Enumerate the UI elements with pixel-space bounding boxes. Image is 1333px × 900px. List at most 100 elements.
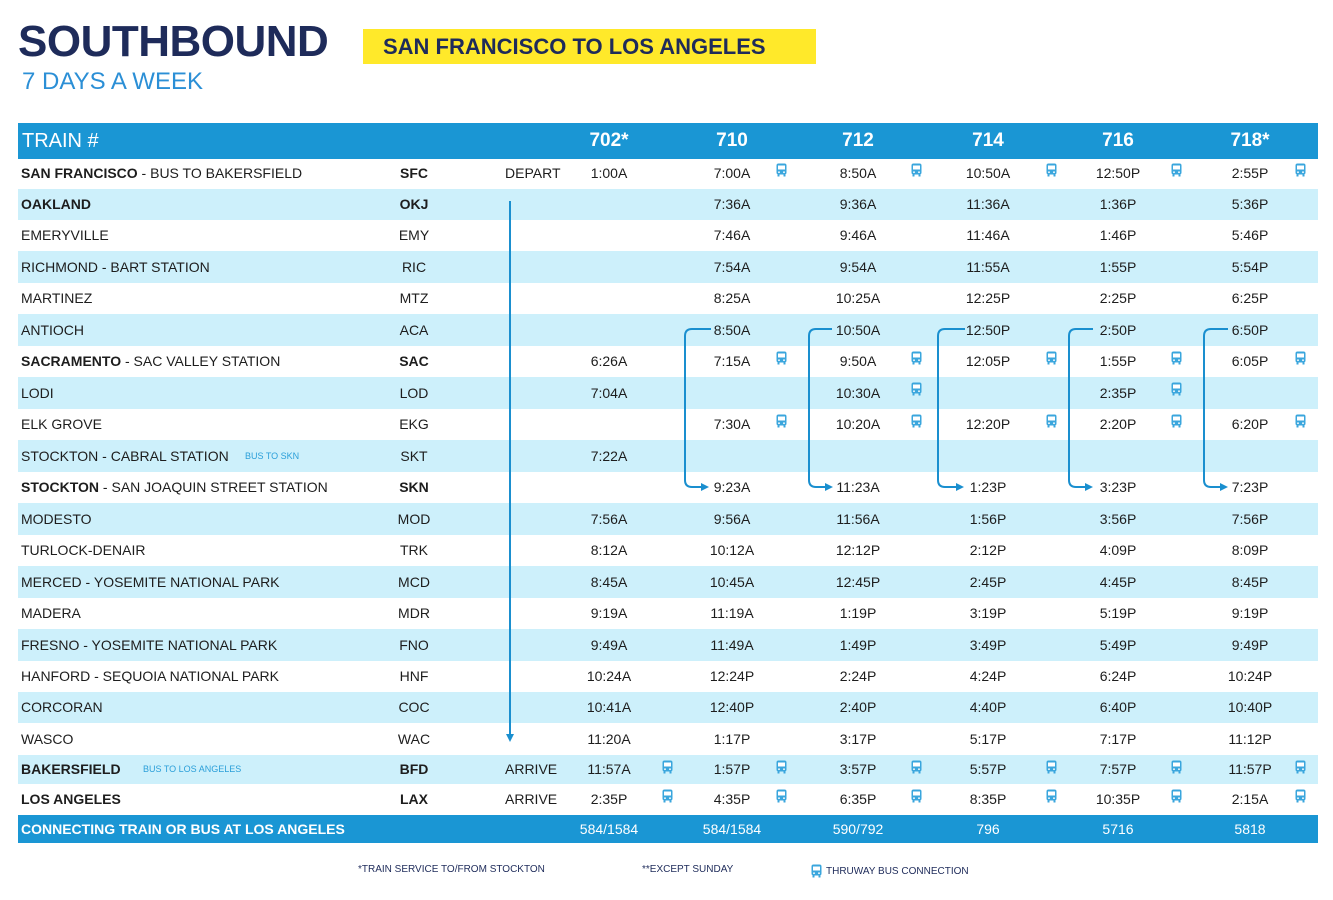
station-label: SAN FRANCISCO — [21, 165, 138, 181]
departure-time: 11:12P — [1228, 731, 1272, 747]
page-title: SOUTHBOUND — [18, 17, 329, 66]
departure-time: 8:09P — [1231, 542, 1269, 558]
station-name: STOCKTON - CABRAL STATION — [21, 440, 229, 472]
departure-time: 10:24P — [1227, 668, 1273, 684]
departure-time: 10:50A — [835, 322, 881, 338]
bus-icon — [776, 351, 787, 365]
departure-time: 11:23A — [836, 479, 880, 495]
bus-icon — [1171, 760, 1182, 774]
station-label: STOCKTON — [21, 479, 100, 495]
departure-time: 11:57P — [1228, 761, 1272, 777]
departure-time: 10:35P — [1095, 791, 1141, 807]
schedule-row: OAKLAND OKJ 7:36A 9:36A 11:36A 1:36P 5:36P — [18, 189, 1318, 220]
station-code: RIC — [401, 259, 427, 275]
station-label: WASCO — [21, 731, 74, 747]
bus-icon — [662, 789, 673, 803]
station-name: ANTIOCH — [21, 314, 84, 346]
departure-time: 11:20A — [587, 731, 631, 747]
station-code: ACA — [399, 322, 429, 338]
bus-icon — [1046, 163, 1057, 177]
departure-time: 6:50P — [1231, 322, 1269, 338]
departure-time: 1:19P — [839, 605, 877, 621]
departure-time: 5:54P — [1231, 259, 1269, 275]
bus-icon — [662, 760, 673, 774]
station-code: MOD — [397, 511, 431, 527]
departure-time: 10:24A — [586, 668, 632, 684]
bus-icon — [1171, 789, 1182, 803]
station-code: SKT — [400, 448, 428, 464]
departure-time: 4:24P — [969, 668, 1007, 684]
station-label: LOS ANGELES — [21, 791, 121, 807]
station-name: OAKLAND — [21, 189, 91, 220]
station-code: SAC — [399, 353, 429, 369]
bus-icon — [911, 760, 922, 774]
station-label: CORCORAN — [21, 699, 103, 715]
station-suffix: - SAN JOAQUIN STREET STATION — [99, 479, 328, 495]
departure-time: 1:55P — [1099, 353, 1137, 369]
schedule-row: HANFORD - SEQUOIA NATIONAL PARK HNF 10:24A… — [18, 661, 1318, 692]
departure-time: 12:05P — [965, 353, 1011, 369]
bus-icon — [911, 789, 922, 803]
train-number-0: 702* — [589, 130, 629, 151]
station-name: MARTINEZ — [21, 283, 92, 314]
station-name: SACRAMENTO - SAC VALLEY STATION — [21, 346, 280, 377]
departure-time: 10:30A — [835, 385, 881, 401]
legend-thruway-label: THRUWAY BUS CONNECTION — [826, 866, 969, 877]
station-label: ELK GROVE — [21, 416, 102, 432]
departure-time: 2:25P — [1099, 290, 1137, 306]
departure-time: 12:25P — [965, 290, 1011, 306]
departure-time: 12:50P — [1095, 165, 1141, 181]
departure-time: 10:50A — [965, 165, 1011, 181]
departure-time: 5:46P — [1231, 227, 1269, 243]
departure-time: 1:56P — [969, 511, 1007, 527]
schedule-row: STOCKTON - SAN JOAQUIN STREET STATION SKN… — [18, 472, 1318, 503]
departure-time: 3:56P — [1099, 511, 1137, 527]
departure-time: 7:36A — [713, 196, 751, 212]
departure-time: 2:55P — [1231, 165, 1269, 181]
departure-time: 4:09P — [1099, 542, 1137, 558]
bus-icon — [911, 382, 922, 396]
departure-time: 11:46A — [966, 227, 1010, 243]
departure-time: 11:19A — [710, 605, 754, 621]
station-suffix: - BUS TO BAKERSFIELD — [137, 165, 303, 181]
departure-time: 12:24P — [709, 668, 755, 684]
train-header-row: TRAIN # 702* 710 712 714 716 718* — [18, 123, 1318, 159]
station-label: MARTINEZ — [21, 290, 93, 306]
departure-time: 2:45P — [969, 574, 1007, 590]
departure-time: 2:40P — [839, 699, 877, 715]
departure-time: 10:20A — [835, 416, 881, 432]
departure-time: 8:12A — [590, 542, 628, 558]
station-label: BAKERSFIELD — [21, 761, 121, 777]
bus-icon — [1046, 789, 1057, 803]
departure-time: 1:55P — [1099, 259, 1137, 275]
departure-time: 11:36A — [966, 196, 1010, 212]
station-code: WAC — [397, 731, 431, 747]
departure-time: 10:41A — [586, 699, 632, 715]
connection-number: 5818 — [1234, 821, 1266, 837]
departure-time: 3:23P — [1099, 479, 1137, 495]
station-code: LOD — [399, 385, 429, 401]
station-name: BAKERSFIELD — [21, 755, 121, 784]
bus-icon — [1171, 382, 1182, 396]
departure-time: 5:19P — [1099, 605, 1137, 621]
station-code: EMY — [398, 227, 430, 243]
departure-time: 7:17P — [1099, 731, 1137, 747]
station-name: MADERA — [21, 598, 81, 629]
departure-time: 9:50A — [839, 353, 877, 369]
departure-time: 6:24P — [1099, 668, 1137, 684]
departure-time: 8:45A — [590, 574, 628, 590]
schedule-row: RICHMOND - BART STATION RIC 7:54A 9:54A 11:5… — [18, 251, 1318, 283]
station-code: BFD — [399, 761, 429, 777]
schedule-row: STOCKTON - CABRAL STATION BUS TO SKN SKT 7:… — [18, 440, 1318, 472]
departure-time: 9:36A — [839, 196, 877, 212]
station-label: LODI — [21, 385, 54, 401]
departure-time: 12:40P — [709, 699, 755, 715]
station-name: CORCORAN — [21, 692, 103, 723]
bus-icon — [776, 414, 787, 428]
departure-time: 1:46P — [1099, 227, 1137, 243]
schedule-row: SACRAMENTO - SAC VALLEY STATION SAC 6:26A 7… — [18, 346, 1318, 377]
schedule-row: CORCORAN COC 10:41A 12:40P 2:40P 4:40P 6:40P 10… — [18, 692, 1318, 723]
station-code: SFC — [400, 165, 428, 181]
departure-time: 12:45P — [835, 574, 881, 590]
departure-time: 6:40P — [1099, 699, 1137, 715]
